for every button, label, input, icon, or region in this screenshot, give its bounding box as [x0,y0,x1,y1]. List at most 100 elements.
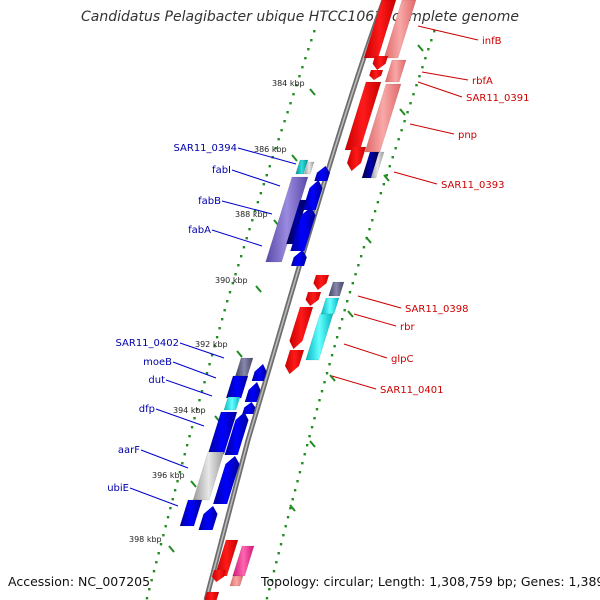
track-dot [198,399,201,402]
kbp-tick [399,108,406,116]
track-dot [193,417,196,420]
track-dot [262,183,266,186]
gene-label-forward[interactable]: dut [148,375,165,386]
leader-line [393,171,438,185]
track-dot [376,201,380,204]
reverse-feature-glpC [305,313,334,361]
forward-cds-ubiE [179,499,203,527]
track-dot [433,30,436,33]
track-dot [298,471,302,474]
track-dot [268,588,271,591]
track-dot [382,183,386,186]
track-dot [298,75,301,78]
track-dot [301,462,304,465]
gene-label-forward[interactable]: dfp [139,404,155,415]
track-dot [183,453,186,456]
gene-label-reverse[interactable]: SAR11_0391 [466,93,530,104]
track-dot [318,399,321,402]
reverse-feature-infB [383,0,417,59]
gene-label-reverse[interactable]: SAR11_0398 [405,304,469,315]
track-dot [301,66,304,69]
track-dot [162,534,165,537]
track-dot [145,597,149,600]
kbp-marker-label: 388 kbp [235,210,268,219]
track-dot [418,75,421,78]
gene-label-forward[interactable]: SAR11_0402 [116,338,180,349]
leader-line [179,342,225,359]
kbp-marker-label: 386 kbp [254,145,287,154]
track-dot [421,66,424,69]
reverse-feature [370,151,385,179]
reverse-cds [214,539,239,577]
leader-line [155,408,205,427]
track-dot [400,129,403,132]
track-dot [424,57,427,60]
kbp-marker-label: 396 kbp [152,471,185,480]
track-dot [159,543,163,546]
gene-label-reverse[interactable]: pnp [458,130,477,141]
accession-text: Accession: NC_007205 [8,574,151,589]
label-leader-lines [129,25,479,507]
gene-label-reverse[interactable]: rbfA [472,76,493,87]
track-dot [173,489,177,492]
gene-label-forward[interactable]: moeB [143,357,172,368]
track-dot [185,444,189,447]
gene-label-reverse[interactable]: infB [482,36,502,47]
track-dot [295,84,298,87]
gene-label-forward[interactable]: ubiE [107,483,129,494]
track-dot [343,309,346,312]
track-dot [303,453,306,456]
gene-label-reverse[interactable]: SAR11_0401 [380,385,444,396]
track-dot [280,129,283,132]
track-dot [320,390,324,393]
gene-label-forward[interactable]: fabA [188,225,211,236]
track-dot [203,381,206,384]
track-dot [277,552,280,555]
leader-line [237,147,297,165]
gene-label-forward[interactable]: aarF [118,445,140,456]
track-dot [357,264,360,267]
dotted-track-guides [145,30,436,600]
kbp-tick [289,504,296,512]
track-dot [169,507,172,510]
forward-cds-ubiE-arrow [198,506,218,530]
track-dot [242,246,246,249]
track-dot [310,426,314,429]
track-dot [333,345,336,348]
track-dot [178,471,182,474]
forward-cds-moeB-arrow [244,382,261,402]
track-dot [195,408,199,411]
gene-label-reverse[interactable]: SAR11_0393 [441,180,505,191]
reverse-feature [229,575,244,587]
track-dot [379,192,383,195]
gene-label-forward[interactable]: fabI [212,165,231,176]
track-dot [403,120,406,123]
track-dot [307,48,310,51]
track-dot [215,336,219,339]
track-dot [325,372,329,375]
forward-feature-aarF [192,451,225,501]
leader-line [417,25,479,41]
track-dot [213,345,216,348]
reverse-cds-rbfA [372,56,388,70]
track-dot [275,561,278,564]
gene-label-reverse[interactable]: glpC [391,354,413,365]
leader-line [343,343,388,359]
kbp-tick [309,88,316,96]
feature-labels: 384 kbp 386 kbp 388 kbp 390 kbp 392 kbp … [107,36,529,544]
forward-cds-fabA [291,250,307,266]
gene-label-forward[interactable]: fabB [198,196,221,207]
track-dot [256,201,260,204]
gene-label-forward[interactable]: SAR11_0394 [174,143,238,154]
track-dot [274,147,277,150]
track-dot [373,210,377,213]
track-dot [305,444,309,447]
kbp-tick [347,310,354,318]
gene-label-reverse[interactable]: rbr [400,322,415,333]
track-dot [284,525,287,528]
track-dot [253,210,257,213]
track-dot [148,588,151,591]
reverse-cds-glpC [289,307,313,349]
leader-line [140,449,189,469]
track-dot [164,525,167,528]
